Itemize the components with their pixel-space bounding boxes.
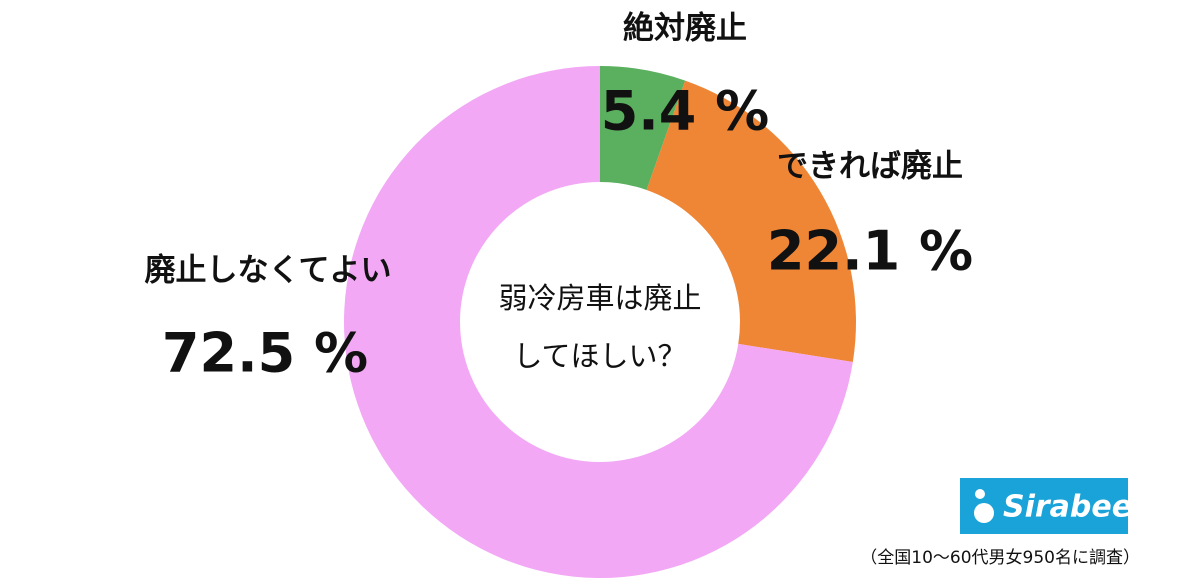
slice <box>343 66 853 578</box>
value-label: 5.4 % <box>601 80 770 143</box>
center-text: してほしい？ <box>513 339 686 373</box>
value-label: 22.1 % <box>767 220 973 283</box>
value-label: 72.5 % <box>162 322 368 385</box>
footnote: （全国10～60代男女950名に調査） <box>860 548 1140 568</box>
slice-label: できれば廃止 <box>777 149 963 185</box>
logo-text: Sirabee <box>1003 490 1132 525</box>
slice-label: 絶対廃止 <box>623 11 747 47</box>
center-text: 弱冷房車は廃止 <box>498 281 701 315</box>
slice-label: 廃止しなくてよい <box>144 253 391 289</box>
logo-icon <box>975 489 985 499</box>
logo-icon <box>974 503 994 523</box>
slice <box>646 80 856 363</box>
slice <box>600 66 686 190</box>
